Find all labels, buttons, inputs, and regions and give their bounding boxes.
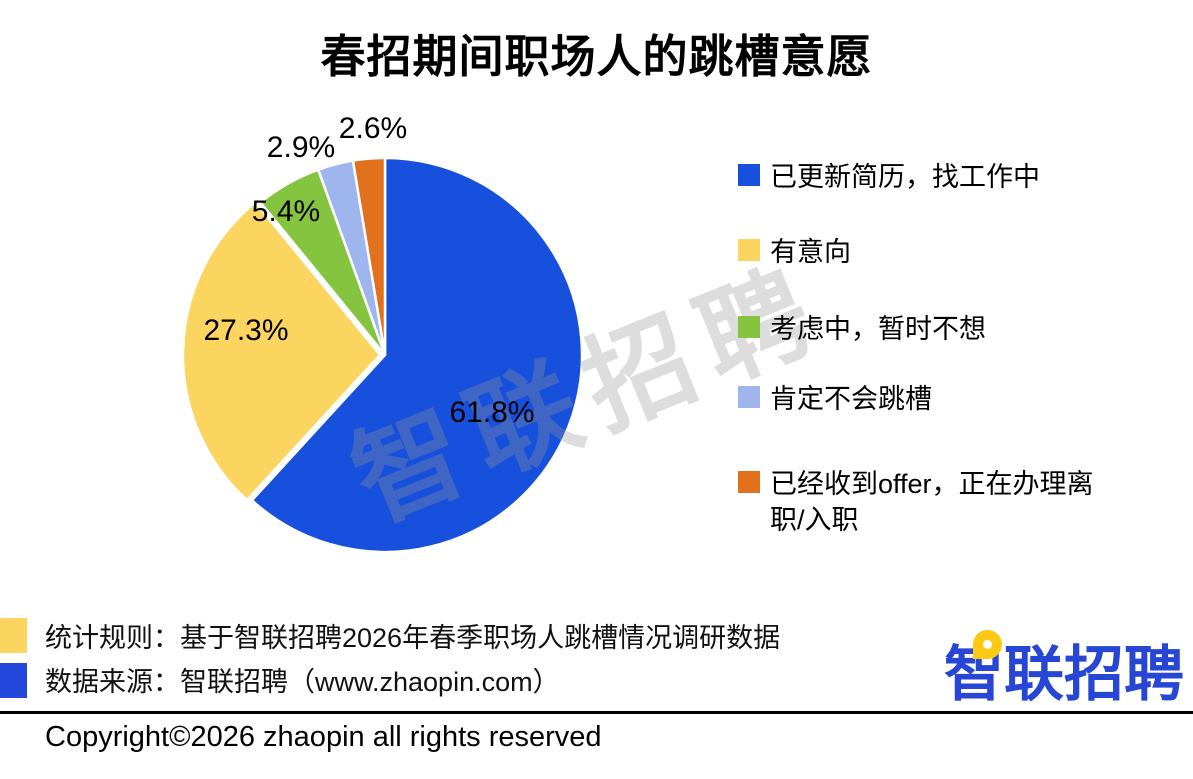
legend-label: 肯定不会跳槽	[770, 384, 932, 414]
chart-title: 春招期间职场人的跳槽意愿	[320, 31, 873, 82]
legend-item: 已更新简历，找工作中	[738, 159, 1138, 195]
legend-swatch-icon	[738, 386, 760, 408]
pie-value-label: 27.3%	[203, 314, 289, 347]
footer-data-source: 数据来源：智联招聘（www.zhaopin.com）	[45, 667, 560, 697]
pie-value-label: 61.8%	[449, 396, 535, 429]
pie-slice	[181, 201, 382, 502]
legend-label: 考虑中，暂时不想	[770, 314, 986, 344]
legend-item: 有意向	[738, 234, 1138, 270]
legend-label: 已更新简历，找工作中	[770, 162, 1040, 192]
legend-swatch-icon	[738, 239, 760, 261]
pie-slice	[351, 156, 387, 357]
legend-swatch-icon	[738, 164, 760, 186]
pie-value-label: 2.9%	[266, 131, 336, 164]
copyright-text: Copyright©2026 zhaopin all rights reserv…	[45, 721, 602, 753]
zhaopin-logo: 智联招聘	[944, 626, 1184, 713]
pie-value-label: 2.6%	[338, 112, 408, 145]
legend-item: 考虑中，暂时不想	[738, 311, 1138, 347]
footer-stat-rule: 统计规则：基于智联招聘2026年春季职场人跳槽情况调研数据	[45, 623, 781, 653]
legend-label: 已经收到offer，正在办理离职/入职	[770, 469, 1094, 535]
legend-item: 肯定不会跳槽	[738, 381, 1138, 417]
divider-line	[0, 711, 1193, 714]
pie-chart	[181, 156, 584, 554]
legend-label: 有意向	[770, 237, 851, 267]
legend-item: 已经收到offer，正在办理离职/入职	[738, 466, 1138, 538]
footer-bullet-blue-icon	[0, 663, 27, 698]
logo-pin-icon	[973, 630, 1002, 659]
legend-swatch-icon	[738, 316, 760, 338]
footer-bullet-yellow-icon	[0, 618, 27, 653]
pie-slice	[250, 156, 584, 554]
legend-swatch-icon	[738, 471, 760, 493]
pie-value-label: 5.4%	[251, 195, 321, 228]
